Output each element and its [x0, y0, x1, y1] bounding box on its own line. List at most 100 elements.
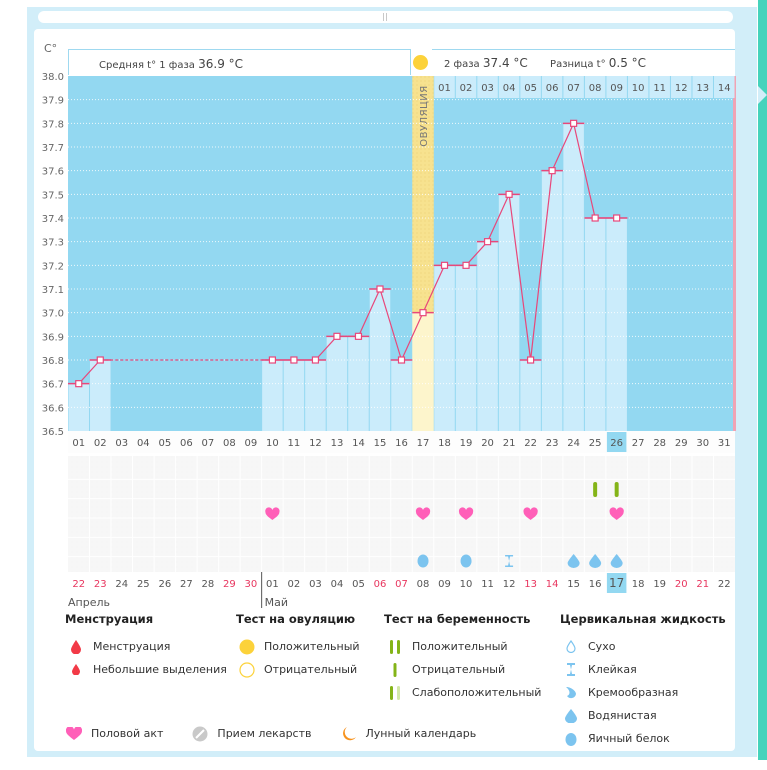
temperature-point	[462, 261, 470, 269]
calendar-date: 12	[503, 579, 516, 590]
x-tick-label: 31	[718, 438, 731, 449]
y-tick-label: 37.3	[42, 238, 64, 249]
watery-icon	[567, 554, 580, 568]
pregnancy-positive-icon	[384, 639, 406, 654]
x-tick-label: 21	[503, 438, 516, 449]
temperature-bar	[434, 265, 455, 431]
post-ovulation-day-label: 12	[675, 83, 688, 94]
legend-other: Половой акт Прием лекарств Лунный календ…	[63, 722, 476, 745]
legend-label: Кремообразная	[588, 686, 679, 699]
legend-label: Положительный	[412, 640, 508, 653]
events-grid	[68, 456, 735, 572]
horizontal-scrollbar[interactable]	[38, 11, 733, 23]
y-tick-label: 38.0	[42, 72, 64, 83]
intercourse-heart-icon	[609, 507, 624, 520]
side-panel-toggle[interactable]	[758, 0, 767, 760]
temperature-point	[483, 238, 492, 246]
x-tick-label: 19	[460, 438, 473, 449]
legend-label: Прием лекарств	[217, 727, 312, 740]
post-ovulation-day-label: 02	[460, 83, 473, 94]
creamy-icon	[560, 686, 582, 699]
x-tick-label: 24	[567, 438, 580, 449]
calendar-strip	[68, 572, 735, 608]
calendar-date: 08	[417, 579, 430, 590]
x-tick-label: 17	[417, 438, 430, 449]
calendar-date: 22	[718, 579, 731, 590]
post-ovulation-day-label: 10	[632, 83, 645, 94]
temperature-bar	[326, 336, 348, 431]
y-tick-label: 37.2	[42, 261, 64, 272]
x-tick-label: 10	[266, 438, 279, 449]
post-ovulation-day-label: 04	[503, 83, 516, 94]
legend-label: Менструация	[93, 640, 171, 653]
calendar-date: 13	[524, 579, 537, 590]
sticky-icon	[505, 555, 514, 567]
post-ovulation-day-label: 13	[696, 83, 709, 94]
post-ovulation-day-cell	[692, 76, 713, 98]
pregnancy-negative-icon	[384, 662, 406, 677]
post-ovulation-day-label: 14	[718, 83, 731, 94]
post-ovulation-day-label: 05	[524, 83, 537, 94]
x-tick-label: 28	[653, 438, 666, 449]
temperature-bar	[541, 170, 563, 431]
y-axis-unit: C°	[44, 42, 58, 55]
x-tick-label: 12	[309, 438, 322, 449]
x-tick-label: 01	[72, 438, 85, 449]
calendar-date: 20	[675, 579, 688, 590]
y-tick-label: 37.6	[42, 167, 64, 178]
temperature-line-segment	[465, 241, 489, 266]
x-tick-label: 13	[331, 438, 344, 449]
legend-label: Половой акт	[91, 727, 164, 740]
y-tick-label: 37.8	[42, 119, 64, 130]
legend-label: Лунный календарь	[365, 727, 477, 740]
temperature-point	[376, 285, 384, 293]
y-tick-label: 37.5	[42, 190, 64, 201]
temperature-point	[440, 261, 449, 269]
phase1-summary: Средняя t° 1 фаза 36.9 °C	[68, 49, 411, 75]
calendar-date: 24	[115, 579, 128, 590]
x-tick-label: 27	[632, 438, 645, 449]
temperature-point	[526, 356, 535, 364]
scroll-grip-icon[interactable]	[383, 13, 387, 21]
post-ovulation-day-cell	[713, 76, 735, 98]
legend-menstruation: Менструация Менструация Небольшие выделе…	[65, 612, 227, 681]
moon-icon	[338, 726, 360, 742]
month-label: Апрель	[68, 596, 110, 609]
calendar-date: 07	[395, 579, 408, 590]
calendar-date: 23	[94, 579, 107, 590]
legend-label: Отрицательный	[412, 663, 506, 676]
x-tick-label: 05	[158, 438, 171, 449]
intercourse-heart-icon	[265, 507, 280, 520]
temperature-line-segment	[357, 288, 381, 337]
temperature-line-segment	[314, 335, 338, 361]
diff-value: 0.5 °C	[608, 56, 647, 70]
temperature-point	[570, 119, 578, 127]
calendar-date: 22	[72, 579, 85, 590]
y-tick-label: 36.9	[42, 332, 64, 343]
chevron-right-icon[interactable]	[758, 86, 767, 104]
intercourse-heart-icon	[523, 507, 538, 520]
temperature-bar	[262, 360, 283, 431]
diff-label: Разница t°	[550, 59, 606, 70]
calendar-date: 04	[331, 579, 344, 590]
ovulation-column-lower	[412, 312, 434, 431]
post-ovulation-day-label: 07	[567, 83, 580, 94]
calendar-date: 28	[201, 579, 214, 590]
calendar-date: 25	[137, 579, 150, 590]
legend-label: Небольшие выделения	[93, 663, 227, 676]
pregnancy-faint-icon	[384, 685, 406, 700]
x-tick-label: 29	[675, 438, 688, 449]
temperature-point	[290, 356, 298, 364]
y-tick-label: 36.8	[42, 356, 64, 367]
legend-title: Цервикальная жидкость	[560, 612, 726, 626]
temperature-line-segment	[573, 123, 596, 219]
calendar-date: 10	[460, 579, 473, 590]
post-ovulation-day-label: 01	[438, 83, 451, 94]
legend-cervical: Цервикальная жидкость Сухо Клейкая Кремо…	[560, 612, 726, 750]
today-highlight	[606, 573, 627, 593]
post-ovulation-day-label: 06	[546, 83, 559, 94]
temperature-bar	[520, 360, 541, 431]
temperature-point	[419, 309, 427, 317]
x-tick-label: 07	[201, 438, 214, 449]
